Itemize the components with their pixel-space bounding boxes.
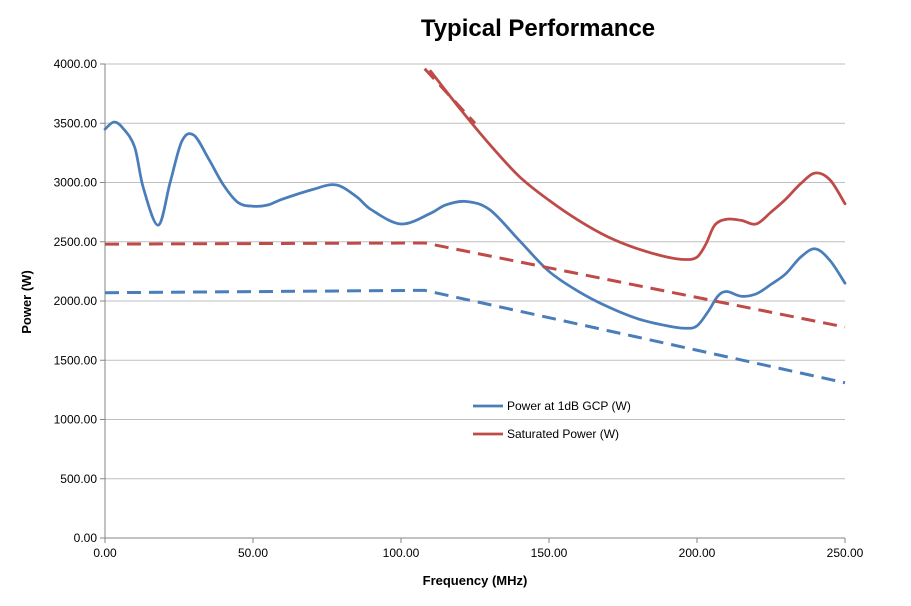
legend-label: Power at 1dB GCP (W) (507, 399, 631, 413)
y-tick-label: 1000.00 (54, 413, 98, 427)
y-tick-label: 2500.00 (54, 235, 98, 249)
dashed-series-line-4 (423, 67, 477, 125)
legend-label: Saturated Power (W) (507, 427, 619, 441)
series-line-1 (429, 69, 847, 261)
series-lines (103, 67, 847, 385)
x-tick-label: 250.00 (827, 546, 864, 560)
y-tick-label: 3000.00 (54, 176, 98, 190)
dashed-series-line-2 (104, 288, 846, 385)
y-tick-label: 1500.00 (54, 353, 98, 367)
x-axis-title: Frequency (MHz) (423, 573, 528, 588)
y-tick-label: 3500.00 (54, 116, 98, 130)
axes (100, 63, 846, 543)
y-tick-label: 500.00 (60, 472, 97, 486)
x-tick-label: 100.00 (383, 546, 420, 560)
x-tick-label: 150.00 (531, 546, 568, 560)
chart-title: Typical Performance (421, 15, 655, 42)
x-tick-label: 50.00 (238, 546, 268, 560)
series-line-0 (103, 120, 847, 330)
y-tick-label: 0.00 (74, 531, 98, 545)
x-tick-label: 200.00 (679, 546, 716, 560)
legend: Power at 1dB GCP (W) Saturated Power (W) (473, 399, 631, 441)
y-axis-title: Power (W) (19, 270, 34, 334)
y-tick-label: 2000.00 (54, 294, 98, 308)
tick-labels: 0.00 500.00 1000.00 1500.00 2000.00 2500.00 30… (54, 57, 864, 560)
x-tick-label: 0.00 (93, 546, 117, 560)
y-tick-label: 4000.00 (54, 57, 98, 71)
gridlines (105, 63, 845, 480)
dashed-series-line-3 (104, 241, 846, 329)
